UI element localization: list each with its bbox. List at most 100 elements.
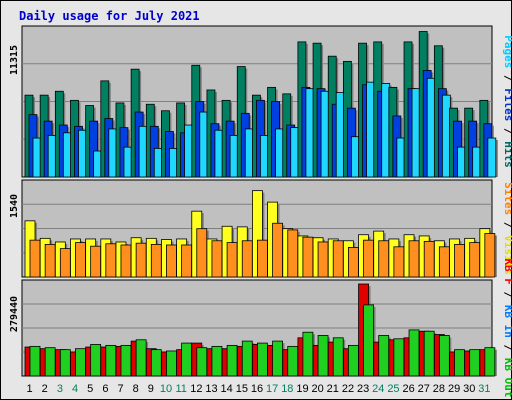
legend-entry: KB In — [502, 305, 512, 338]
x-tick-label-16: 16 — [251, 383, 263, 395]
bar-sites-day-29 — [454, 243, 465, 278]
bar-kb-out-day-19 — [302, 331, 314, 377]
legend-entry: KB Out — [502, 358, 512, 398]
bar-kb-out-day-10 — [166, 350, 177, 377]
x-tick-label-21: 21 — [327, 383, 339, 395]
legend-entry: Pages — [502, 35, 512, 68]
bar-sites-day-17 — [272, 222, 283, 278]
x-tick-label-20: 20 — [312, 383, 324, 395]
bar-kb-out-day-18 — [287, 345, 299, 377]
bar-sites-day-16 — [257, 239, 268, 278]
x-tick-label-30: 30 — [463, 383, 475, 395]
legend-entry: / — [502, 215, 512, 235]
x-tick-label-22: 22 — [342, 383, 354, 395]
bar-sites-day-6 — [105, 243, 117, 278]
x-tick-label-5: 5 — [87, 383, 93, 395]
bar-kb-out-day-30 — [469, 349, 481, 377]
bar-kb-out-day-14 — [226, 344, 238, 377]
bar-sites-day-30 — [469, 242, 481, 278]
x-tick-label-27: 27 — [418, 383, 430, 395]
bar-kb-out-day-13 — [211, 345, 223, 377]
bar-kb-out-day-9 — [150, 349, 162, 377]
bar-kb-out-day-29 — [454, 349, 465, 377]
legend-hits-files-pages: Pages / Files / Hits — [502, 35, 512, 168]
bar-kb-out-day-25 — [393, 338, 405, 377]
bar-sites-day-24 — [378, 240, 390, 278]
x-tick-label-1: 1 — [27, 383, 33, 395]
bar-kb-out-day-16 — [257, 342, 268, 377]
bar-sites-day-3 — [59, 248, 71, 278]
bar-sites-day-8 — [135, 242, 147, 278]
bar-sites-day-26 — [408, 240, 420, 278]
bar-sites-day-21 — [332, 240, 344, 278]
bar-sites-day-11 — [181, 244, 193, 278]
bar-kb-out-day-24 — [378, 335, 390, 377]
x-tick-label-12: 12 — [190, 383, 202, 395]
legend-entry: / — [502, 285, 512, 305]
legend-entry: / — [502, 68, 512, 88]
bar-sites-day-10 — [166, 244, 177, 278]
bar-sites-day-12 — [196, 228, 208, 278]
bar-kb-out-day-26 — [408, 329, 420, 377]
x-tick-label-25: 25 — [387, 383, 399, 395]
legend-entry: Files — [502, 88, 512, 121]
bar-kb-out-day-3 — [59, 349, 71, 377]
bar-kb-out-day-11 — [181, 342, 193, 377]
x-tick-label-24: 24 — [372, 383, 384, 395]
x-tick-label-11: 11 — [175, 383, 186, 395]
x-tick-label-8: 8 — [133, 383, 139, 395]
bar-kb-out-day-20 — [317, 335, 329, 377]
bar-sites-day-14 — [226, 242, 238, 278]
x-tick-label-3: 3 — [57, 383, 63, 395]
bar-sites-day-27 — [423, 240, 435, 278]
bar-sites-day-4 — [75, 242, 86, 278]
x-tick-label-15: 15 — [236, 383, 248, 395]
bar-sites-day-28 — [438, 246, 450, 278]
y-max-label: 1540 — [9, 194, 20, 218]
bar-kb-out-day-8 — [135, 339, 147, 377]
bar-kb-out-day-12 — [196, 347, 208, 377]
bar-sites-day-5 — [90, 245, 102, 278]
bar-kb-out-day-27 — [423, 330, 435, 377]
legend-entry: Sites — [502, 182, 512, 215]
x-tick-label-4: 4 — [72, 383, 78, 395]
bar-kb-out-day-2 — [44, 347, 56, 377]
x-tick-label-23: 23 — [357, 383, 369, 395]
bar-sites-day-19 — [302, 236, 314, 278]
bar-sites-day-2 — [44, 243, 56, 278]
bar-kb-out-day-17 — [272, 340, 283, 377]
bar-kb-out-day-22 — [347, 344, 359, 377]
x-tick-label-2: 2 — [42, 383, 48, 395]
legend-entry: / — [502, 121, 512, 141]
bar-kb-out-day-6 — [105, 344, 117, 377]
legend-visits-sites: Sites / Visits — [502, 182, 512, 275]
bar-kb-out-day-21 — [332, 337, 344, 377]
bar-kb-out-day-23 — [363, 304, 374, 377]
bar-kb-out-day-31 — [484, 347, 496, 377]
y-max-label: 11315 — [9, 45, 20, 75]
y-max-label: 279440 — [9, 296, 20, 332]
bar-pages-day-31 — [487, 137, 497, 178]
legend-entry: / — [502, 338, 512, 358]
bar-sites-day-31 — [484, 233, 496, 278]
legend-kbytes: KB F / KB In / KB Out — [502, 258, 512, 397]
bar-sites-day-13 — [211, 240, 223, 278]
bar-sites-day-23 — [363, 239, 374, 278]
x-tick-label-9: 9 — [148, 383, 154, 395]
x-tick-label-19: 19 — [296, 383, 308, 395]
x-tick-label-17: 17 — [266, 383, 278, 395]
bar-kb-out-day-4 — [75, 348, 86, 377]
x-tick-label-31: 31 — [478, 383, 490, 395]
x-tick-label-29: 29 — [448, 383, 460, 395]
bar-kb-out-day-28 — [438, 335, 450, 377]
chart-title: Daily usage for July 2021 — [19, 9, 200, 23]
legend-entry: KB F — [502, 258, 512, 285]
x-tick-label-28: 28 — [433, 383, 445, 395]
bar-sites-day-9 — [150, 243, 162, 278]
bar-kb-out-day-15 — [241, 340, 253, 377]
x-tick-label-14: 14 — [221, 383, 233, 395]
legend-entry: Visits — [502, 235, 512, 275]
bar-sites-day-18 — [287, 229, 299, 278]
x-tick-label-13: 13 — [205, 383, 217, 395]
